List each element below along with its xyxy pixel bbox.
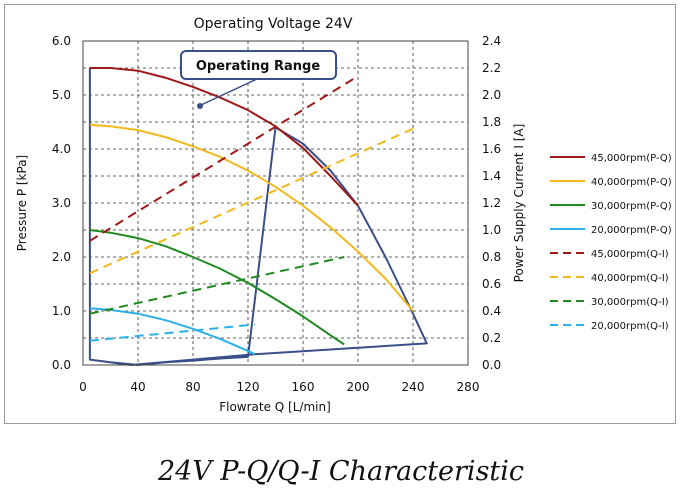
- chart-title: Operating Voltage 24V: [194, 16, 353, 32]
- legend-label: 30,000rpm(P-Q): [591, 201, 672, 212]
- y2-axis-ticks: 0.0 0.2 0.4 0.6 0.8 1.0 1.2 1.4 1.6 1.8 2.0 2.2 2.4: [482, 34, 501, 372]
- x-axis-label: Flowrate Q [L/min]: [219, 400, 331, 414]
- plot-area-border: [82, 40, 469, 366]
- annotation-marker: [197, 103, 203, 109]
- x-tick-label: 280: [457, 380, 480, 394]
- y-axis-ticks: 0.0 1.0 2.0 3.0 4.0 5.0 6.0: [52, 34, 71, 372]
- legend-label: 45,000rpm(Q-I): [591, 249, 669, 260]
- legend-label: 20,000rpm(P-Q): [591, 225, 672, 236]
- y2-tick-label: 1.4: [482, 169, 501, 183]
- y2-axis-label: Power Supply Current I [A]: [512, 124, 526, 283]
- y-tick-label: 3.0: [52, 196, 71, 210]
- y2-tick-label: 0.4: [482, 304, 501, 318]
- chart-frame: Operating Voltage 24V 0 40 80 120 160 200 240 2…: [4, 4, 676, 424]
- y2-tick-label: 0.0: [482, 358, 501, 372]
- y2-tick-label: 1.6: [482, 142, 501, 156]
- legend-label: 45,000rpm(P-Q): [591, 153, 672, 164]
- legend: 45,000rpm(P-Q) 40,000rpm(P-Q) 30,000rpm(P-…: [550, 153, 672, 332]
- y2-tick-label: 2.0: [482, 88, 501, 102]
- y-tick-label: 2.0: [52, 250, 71, 264]
- grid: [83, 41, 468, 365]
- annotation-box: [180, 50, 337, 80]
- y2-tick-label: 0.2: [482, 331, 501, 345]
- y2-tick-label: 2.4: [482, 34, 501, 48]
- x-tick-label: 200: [347, 380, 370, 394]
- y-tick-label: 1.0: [52, 304, 71, 318]
- x-tick-label: 160: [292, 380, 315, 394]
- y-tick-label: 6.0: [52, 34, 71, 48]
- y2-tick-label: 0.8: [482, 250, 501, 264]
- annotation-leader-line: [200, 78, 258, 106]
- annotation-callout: Operating Range: [180, 50, 337, 109]
- x-tick-label: 80: [185, 380, 200, 394]
- series-layer: [89, 67, 414, 356]
- operating-range-region: [88, 68, 428, 366]
- series-line-0: [89, 67, 359, 207]
- y-axis-label: Pressure P [kPa]: [15, 155, 29, 251]
- y2-tick-label: 2.2: [482, 61, 501, 75]
- series-line-4: [89, 75, 359, 242]
- x-tick-label: 240: [402, 380, 425, 394]
- x-tick-label: 40: [130, 380, 145, 394]
- y-tick-label: 0.0: [52, 358, 71, 372]
- x-axis-ticks: 0 40 80 120 160 200 240 280: [79, 380, 479, 394]
- x-tick-label: 120: [237, 380, 260, 394]
- series-line-6: [89, 256, 345, 315]
- chart: Operating Voltage 24V 0 40 80 120 160 200 240 2…: [15, 16, 672, 414]
- legend-label: 20,000rpm(Q-I): [591, 321, 669, 332]
- legend-label: 40,000rpm(P-Q): [591, 177, 672, 188]
- y2-tick-label: 1.2: [482, 196, 501, 210]
- series-line-1: [89, 123, 414, 312]
- annotation-label: Operating Range: [196, 59, 320, 74]
- y-tick-label: 4.0: [52, 142, 71, 156]
- legend-label: 40,000rpm(Q-I): [591, 273, 669, 284]
- figure-caption: 24V P-Q/Q-I Characteristic: [157, 456, 525, 487]
- series-line-7: [89, 323, 255, 342]
- y2-tick-label: 0.6: [482, 277, 501, 291]
- operating-range-outline: [88, 68, 428, 366]
- y2-tick-label: 1.8: [482, 115, 501, 129]
- y-tick-label: 5.0: [52, 88, 71, 102]
- legend-label: 30,000rpm(Q-I): [591, 297, 669, 308]
- series-line-3: [89, 307, 256, 356]
- x-tick-label: 0: [79, 380, 87, 394]
- series-line-2: [89, 229, 345, 346]
- y2-tick-label: 1.0: [482, 223, 501, 237]
